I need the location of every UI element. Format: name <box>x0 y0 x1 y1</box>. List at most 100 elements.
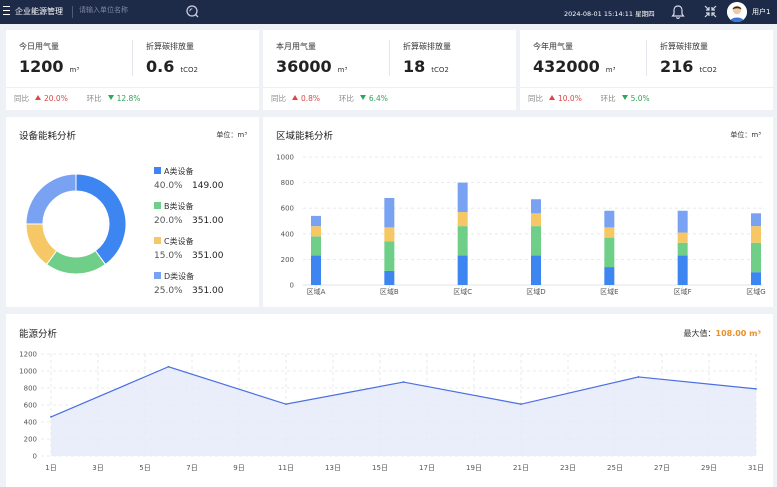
bar-segment <box>604 227 615 238</box>
stat-label: 折算碳排放量 <box>146 42 194 51</box>
comparison-row: 同比 20.0% 环比 12.8% <box>14 93 140 104</box>
x-tick-label: 3日 <box>92 464 103 472</box>
bar-segment <box>457 255 468 285</box>
legend-name: C类设备 <box>164 237 194 246</box>
data-point <box>285 403 287 406</box>
bar-segment <box>457 226 468 256</box>
search-input[interactable]: 请输入单位名称 <box>79 6 128 14</box>
legend-value: 351.00 <box>192 216 224 226</box>
data-point <box>637 376 640 378</box>
mom-value: 6.4% <box>368 94 388 103</box>
x-tick-label: 区域B <box>380 287 399 296</box>
stat-unit: tCO2 <box>180 66 198 74</box>
bar-segment <box>677 210 688 233</box>
divider <box>389 40 390 76</box>
bar-segment <box>311 226 321 237</box>
search-icon[interactable] <box>185 4 199 18</box>
legend-value: 351.00 <box>192 286 224 296</box>
arrow-up-icon <box>292 95 298 100</box>
x-tick-label: 17日 <box>419 464 435 472</box>
y-tick-label: 1200 <box>19 351 37 359</box>
stat-unit: m³ <box>605 66 616 74</box>
yoy-value: 10.0% <box>558 94 582 103</box>
stat-label: 折算碳排放量 <box>403 42 451 51</box>
legend-value: 149.00 <box>192 181 224 191</box>
y-tick-label: 400 <box>281 230 294 238</box>
bar-segment <box>311 215 321 227</box>
yoy-label: 同比 <box>271 94 286 103</box>
avatar[interactable] <box>727 2 747 22</box>
area-fill <box>51 366 756 456</box>
comparison-row: 同比 10.0% 环比 5.0% <box>528 93 650 104</box>
device-energy-panel: 设备能耗分析 单位：m³ A类设备 40.0% 149.00 B类设备 20.0%… <box>6 117 259 307</box>
bar-segment <box>457 212 468 227</box>
stat-value: 36000 <box>276 57 332 76</box>
bar-segment <box>457 182 468 213</box>
divider <box>132 40 133 76</box>
bar-segment <box>751 272 761 285</box>
bar-segment <box>531 213 541 227</box>
max-value: 108.00 m³ <box>715 329 762 338</box>
legend-swatch <box>154 272 161 279</box>
data-point <box>755 387 757 390</box>
legend-name: B类设备 <box>164 202 194 211</box>
x-tick-label: 21日 <box>513 464 529 472</box>
bar-segment <box>384 241 395 271</box>
stat-unit: tCO2 <box>431 66 449 74</box>
arrow-down-icon <box>107 95 114 100</box>
app-title: 企业能源管理 <box>15 7 63 16</box>
datetime: 2024-08-01 15:14:11 星期四 <box>564 10 655 18</box>
bell-icon[interactable] <box>670 4 686 20</box>
x-tick-label: 区域C <box>453 287 472 296</box>
y-tick-label: 200 <box>281 256 294 264</box>
divider <box>520 87 773 88</box>
x-tick-label: 27日 <box>654 464 670 472</box>
collapse-screen-icon[interactable] <box>704 5 717 18</box>
bar-segment <box>384 197 395 228</box>
username[interactable]: 用户1 <box>752 8 771 16</box>
divider <box>646 40 647 76</box>
energy-analysis-panel: 能源分析 最大值：108.00 m³ 0 200 400 600 800 1000 1200… <box>6 314 773 487</box>
bar-segment <box>311 236 321 256</box>
legend-percent: 15.0% <box>154 251 183 261</box>
x-tick-label: 区域E <box>600 287 618 296</box>
bar-segment <box>677 232 688 243</box>
menu-icon[interactable] <box>3 6 10 15</box>
data-point <box>50 416 52 418</box>
legend-item-b: B类设备 20.0% 351.00 <box>154 194 224 226</box>
bar-segment <box>751 213 761 227</box>
region-energy-panel: 区域能耗分析 单位：m³ 0 200 400 600 800 1000 区域A 区域B 区域C 区… <box>263 117 773 307</box>
x-tick-label: 13日 <box>325 464 341 472</box>
stat-label: 折算碳排放量 <box>660 42 708 51</box>
unit-label: 单位：m³ <box>730 131 761 139</box>
y-tick-label: 200 <box>24 436 37 444</box>
bar-segment <box>751 226 761 243</box>
bar-segment <box>604 210 615 228</box>
x-tick-label: 23日 <box>560 464 576 472</box>
x-tick-label: 区域A <box>307 287 326 296</box>
max-value-label: 最大值：108.00 m³ <box>684 328 762 339</box>
arrow-down-icon <box>359 95 366 100</box>
mom-label: 环比 <box>338 94 354 103</box>
x-tick-label: 19日 <box>466 464 482 472</box>
panel-title: 区域能耗分析 <box>276 131 334 142</box>
region-stacked-bar-chart: 0 200 400 600 800 1000 区域A 区域B 区域C 区域D 区域E 区域F 区域G <box>276 154 766 297</box>
stat-value: 1200 <box>19 57 64 76</box>
bar-segment <box>531 255 541 285</box>
stat-label: 今年用气量 <box>533 42 573 51</box>
bar-segment <box>751 242 761 273</box>
yoy-label: 同比 <box>14 94 29 103</box>
x-tick-label: 25日 <box>607 464 623 472</box>
mom-label: 环比 <box>86 94 102 103</box>
divider <box>263 87 516 88</box>
donut-slice <box>25 173 77 225</box>
x-tick-label: 区域D <box>526 287 545 296</box>
legend-swatch <box>154 167 161 174</box>
legend-percent: 25.0% <box>154 286 183 296</box>
bar-segment <box>677 242 688 256</box>
unit-label: 单位：m³ <box>216 131 247 139</box>
mom-value: 12.8% <box>116 94 141 103</box>
max-label: 最大值： <box>683 329 716 338</box>
y-tick-label: 400 <box>24 419 37 427</box>
y-tick-label: 1000 <box>276 154 294 162</box>
